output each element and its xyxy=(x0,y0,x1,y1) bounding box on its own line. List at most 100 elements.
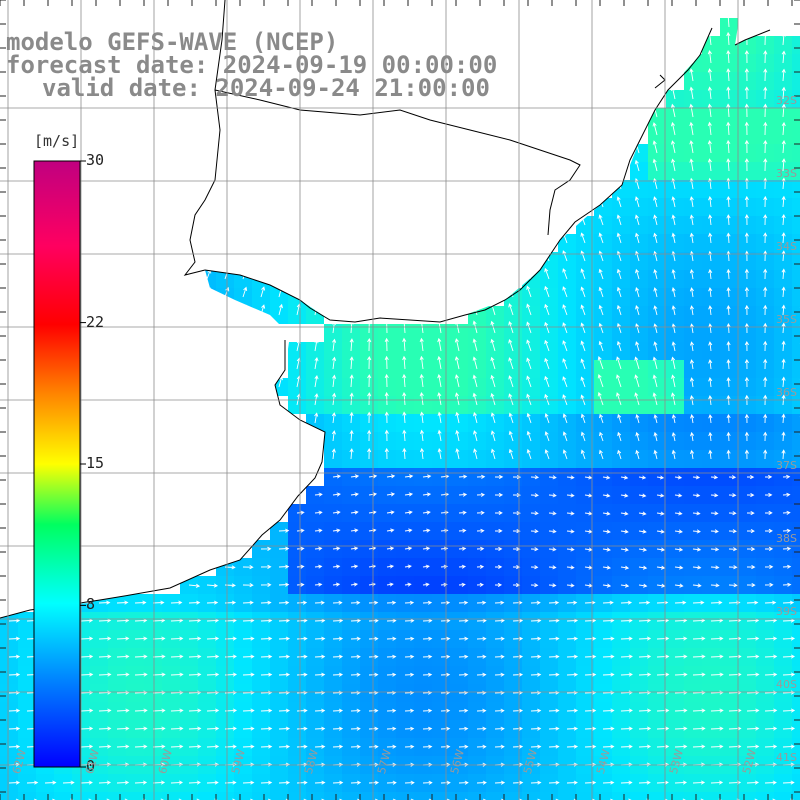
wind-arrow xyxy=(350,582,359,587)
wind-arrow xyxy=(710,529,719,534)
wind-arrow xyxy=(580,358,586,370)
wind-arrow xyxy=(584,708,597,713)
wind-arrow xyxy=(656,708,670,713)
wind-arrow xyxy=(602,565,612,570)
wind-arrow xyxy=(422,636,433,641)
wind-arrow xyxy=(490,392,496,406)
wind-arrow xyxy=(332,780,344,785)
wind-arrow xyxy=(566,726,579,731)
wind-arrow xyxy=(652,392,658,406)
wind-arrow xyxy=(455,429,460,442)
wind-cell xyxy=(630,792,648,800)
wind-arrow xyxy=(682,798,686,800)
wind-arrow xyxy=(689,268,694,280)
wind-arrow xyxy=(188,672,202,677)
wind-arrow xyxy=(616,304,622,316)
wind-arrow xyxy=(116,618,130,623)
wind-arrow xyxy=(349,411,354,424)
wind-arrow xyxy=(508,357,514,370)
wind-arrow xyxy=(763,214,768,226)
wind-arrow xyxy=(562,413,568,424)
wind-arrow xyxy=(530,636,542,641)
wind-arrow xyxy=(512,672,524,677)
wind-arrow xyxy=(512,565,521,570)
wind-arrow xyxy=(744,413,749,424)
wind-arrow xyxy=(80,618,94,623)
wind-arrow xyxy=(726,232,731,244)
wind-arrow xyxy=(242,744,255,749)
wind-arrow xyxy=(602,511,611,516)
wind-arrow xyxy=(616,374,622,388)
wind-arrow xyxy=(689,394,694,406)
wind-arrow xyxy=(530,726,542,731)
wind-arrow xyxy=(616,268,622,280)
wind-cell xyxy=(486,792,504,800)
wind-arrow xyxy=(98,600,111,605)
wind-arrow xyxy=(116,726,130,731)
wind-arrow xyxy=(726,376,731,388)
wind-arrow xyxy=(638,708,652,713)
wind-arrow xyxy=(296,690,308,695)
wind-arrow xyxy=(206,690,220,695)
wind-arrow xyxy=(689,68,694,82)
wind-cell xyxy=(522,792,540,800)
wind-arrow xyxy=(782,564,792,569)
wind-arrow xyxy=(726,413,731,424)
wind-arrow xyxy=(656,744,670,749)
wind-arrow xyxy=(8,672,21,677)
wind-arrow xyxy=(692,654,706,659)
wind-arrow xyxy=(314,744,326,749)
wind-arrow xyxy=(526,321,532,334)
wind-arrow xyxy=(422,654,433,659)
wind-cell xyxy=(792,108,800,126)
wind-arrow xyxy=(494,618,505,623)
wind-arrow xyxy=(664,798,668,800)
wind-arrow xyxy=(653,414,658,424)
wind-arrow xyxy=(440,708,451,713)
wind-arrow xyxy=(402,411,407,424)
wind-arrow xyxy=(260,780,273,785)
wind-arrow xyxy=(494,726,505,731)
wind-arrow xyxy=(602,726,615,731)
wind-arrow xyxy=(332,338,337,352)
wind-arrow xyxy=(116,708,130,713)
wind-cell xyxy=(648,792,666,800)
wind-arrow xyxy=(134,672,148,677)
wind-arrow xyxy=(508,393,514,406)
wind-arrow xyxy=(386,744,397,749)
wind-arrow xyxy=(278,375,283,388)
wind-arrow xyxy=(744,139,749,154)
wind-arrow xyxy=(580,250,586,262)
wind-cell xyxy=(792,738,800,756)
wind-arrow xyxy=(384,373,389,388)
wind-arrow xyxy=(314,582,323,587)
wind-arrow xyxy=(544,413,550,424)
wind-arrow xyxy=(692,565,702,570)
wind-arrow xyxy=(188,780,201,785)
wind-arrow xyxy=(170,654,184,659)
wind-arrow xyxy=(422,528,431,533)
wind-arrow xyxy=(620,690,633,695)
wind-arrow xyxy=(278,744,291,749)
wind-arrow xyxy=(670,392,676,406)
wind-arrow xyxy=(781,158,786,172)
wind-cell xyxy=(792,216,800,234)
wind-arrow xyxy=(530,565,539,570)
wind-arrow xyxy=(419,391,424,406)
wind-arrow xyxy=(653,232,658,244)
wind-arrow xyxy=(548,583,557,588)
wind-arrow xyxy=(419,411,425,424)
wind-arrow xyxy=(494,636,505,641)
wind-arrow xyxy=(404,528,413,533)
wind-arrow xyxy=(8,690,21,695)
wind-arrow xyxy=(638,565,648,570)
wind-arrow xyxy=(80,780,93,785)
wind-arrow xyxy=(782,528,791,533)
wind-cell xyxy=(378,792,396,800)
wind-arrow xyxy=(782,636,796,641)
wind-arrow xyxy=(440,654,451,659)
wind-arrow xyxy=(634,374,640,388)
wind-arrow xyxy=(763,50,768,64)
wind-arrow xyxy=(98,726,112,731)
wind-arrow xyxy=(437,429,442,442)
